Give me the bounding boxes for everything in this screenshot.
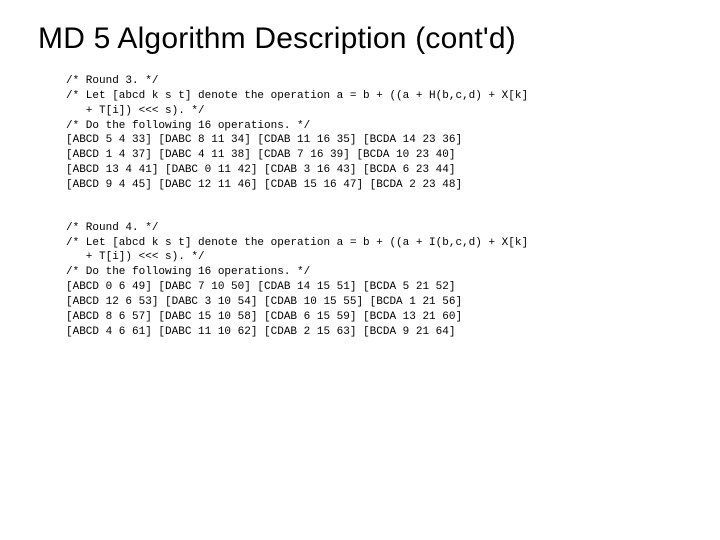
- slide-title: MD 5 Algorithm Description (cont'd): [38, 22, 690, 56]
- r3-l5: [ABCD 5 4 33] [DABC 8 11 34] [CDAB 11 16…: [66, 134, 462, 146]
- slide: MD 5 Algorithm Description (cont'd) /* R…: [0, 0, 720, 540]
- r3-l1: /* Round 3. */: [66, 75, 158, 87]
- r3-l2: /* Let [abcd k s t] denote the operation…: [66, 90, 528, 102]
- r4-l2: /* Let [abcd k s t] denote the operation…: [66, 237, 528, 249]
- r4-l8: [ABCD 4 6 61] [DABC 11 10 62] [CDAB 2 15…: [66, 326, 455, 338]
- round-3-code: /* Round 3. */ /* Let [abcd k s t] denot…: [66, 74, 690, 193]
- round-4-code: /* Round 4. */ /* Let [abcd k s t] denot…: [66, 221, 690, 340]
- r4-l6: [ABCD 12 6 53] [DABC 3 10 54] [CDAB 10 1…: [66, 296, 462, 308]
- r4-l1: /* Round 4. */: [66, 222, 158, 234]
- r3-l3: + T[i]) <<< s). */: [66, 105, 205, 117]
- r3-l7: [ABCD 13 4 41] [DABC 0 11 42] [CDAB 3 16…: [66, 164, 455, 176]
- r3-l8: [ABCD 9 4 45] [DABC 12 11 46] [CDAB 15 1…: [66, 179, 462, 191]
- r3-l6: [ABCD 1 4 37] [DABC 4 11 38] [CDAB 7 16 …: [66, 149, 455, 161]
- r3-l4: /* Do the following 16 operations. */: [66, 120, 310, 132]
- r4-l5: [ABCD 0 6 49] [DABC 7 10 50] [CDAB 14 15…: [66, 281, 455, 293]
- r4-l7: [ABCD 8 6 57] [DABC 15 10 58] [CDAB 6 15…: [66, 311, 462, 323]
- r4-l4: /* Do the following 16 operations. */: [66, 266, 310, 278]
- r4-l3: + T[i]) <<< s). */: [66, 251, 205, 263]
